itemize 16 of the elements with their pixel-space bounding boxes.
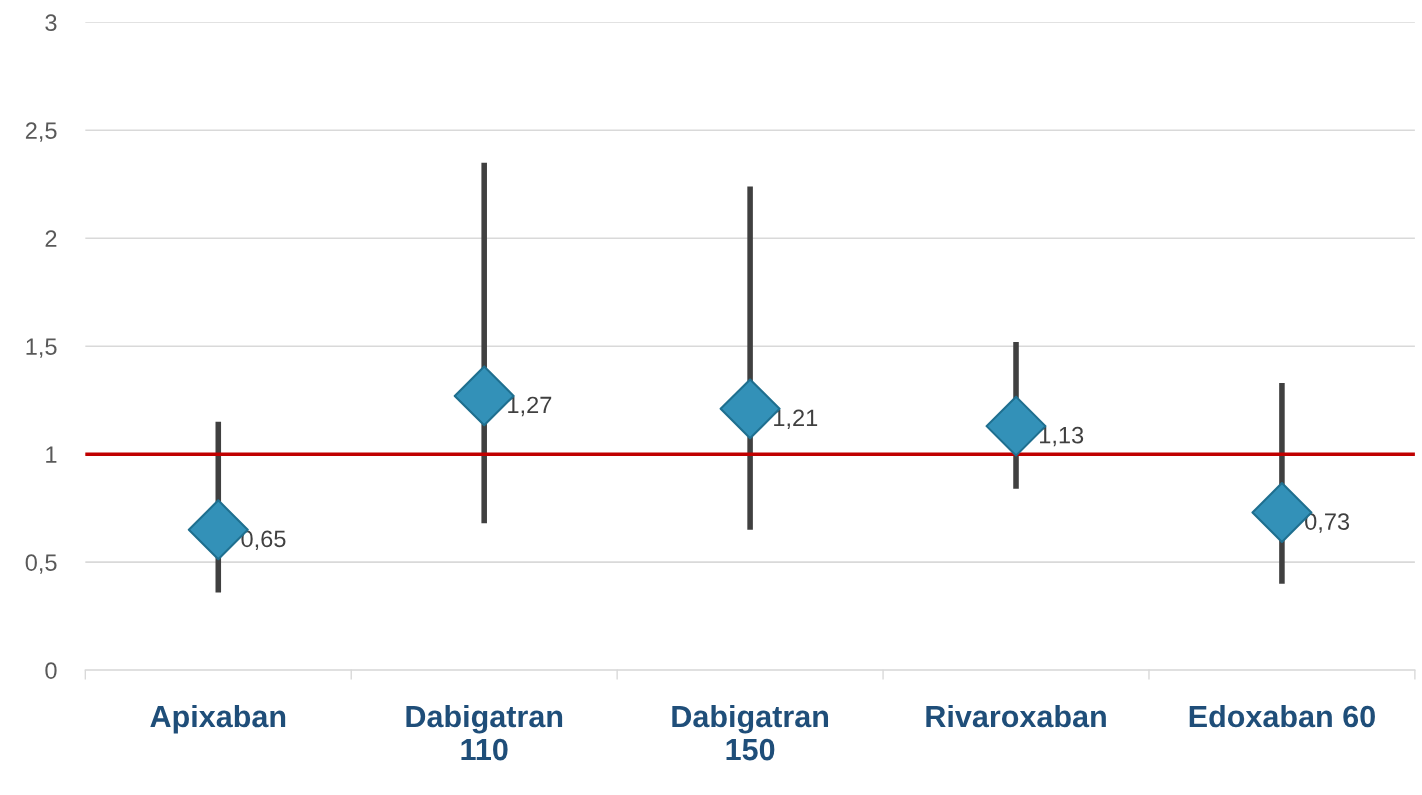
data-label: 0,65 xyxy=(241,530,286,551)
y-tick-label: 1,5 xyxy=(26,338,57,358)
y-tick-label: 0 xyxy=(45,662,57,679)
x-tick-label: Apixaban xyxy=(150,704,286,734)
y-tick-label: 1 xyxy=(46,446,57,463)
x-tick-label: Dabigatran 150 xyxy=(672,704,829,761)
y-tick-label: 2 xyxy=(45,230,57,247)
data-label: 1,27 xyxy=(508,396,552,417)
x-tick-label: Edoxaban 60 xyxy=(1189,704,1375,728)
x-tick-label: Dabigatran 110 xyxy=(406,704,563,761)
y-tick-label: 0,5 xyxy=(25,554,57,574)
x-tick-label: Rivaroxaban xyxy=(926,704,1106,728)
y-tick-label: 2,5 xyxy=(25,122,57,142)
data-label: 1,13 xyxy=(1040,426,1084,447)
data-label: 1,21 xyxy=(774,409,818,430)
y-tick-label: 3 xyxy=(45,14,57,32)
